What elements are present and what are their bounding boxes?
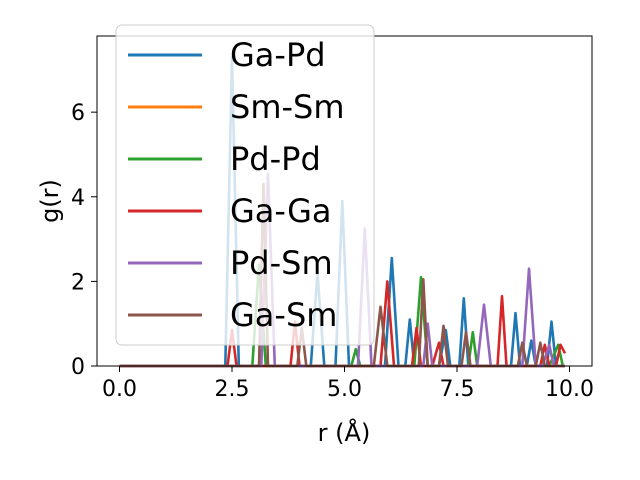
legend-label-ga-ga: Ga-Ga	[230, 192, 332, 230]
x-tick-label: 5.0	[327, 377, 362, 402]
legend-box	[115, 24, 375, 346]
legend-label-sm-sm: Sm-Sm	[230, 88, 345, 126]
x-tick-label: 0.0	[102, 377, 137, 402]
x-tick-label: 10.0	[545, 377, 594, 402]
legend: Ga-Pd Sm-Sm Pd-Pd Ga-Ga Pd-Sm Ga-Sm	[115, 24, 375, 346]
y-tick-label: 0	[71, 355, 85, 380]
y-axis-label: g(r)	[36, 179, 64, 223]
y-tick-label: 6	[71, 101, 85, 126]
x-tick-label: 2.5	[215, 377, 250, 402]
legend-label-ga-pd: Ga-Pd	[230, 36, 326, 74]
axis-ticks: 0.0 2.5 5.0 7.5 10.0 0 2 4 6	[71, 101, 594, 402]
legend-label-ga-sm: Ga-Sm	[230, 296, 337, 334]
y-tick-label: 2	[71, 270, 85, 295]
legend-label-pd-pd: Pd-Pd	[230, 140, 321, 178]
x-tick-label: 7.5	[440, 377, 475, 402]
y-tick-label: 4	[71, 186, 85, 211]
legend-label-pd-sm: Pd-Sm	[230, 244, 333, 282]
x-axis-label: r (Å)	[318, 418, 371, 447]
